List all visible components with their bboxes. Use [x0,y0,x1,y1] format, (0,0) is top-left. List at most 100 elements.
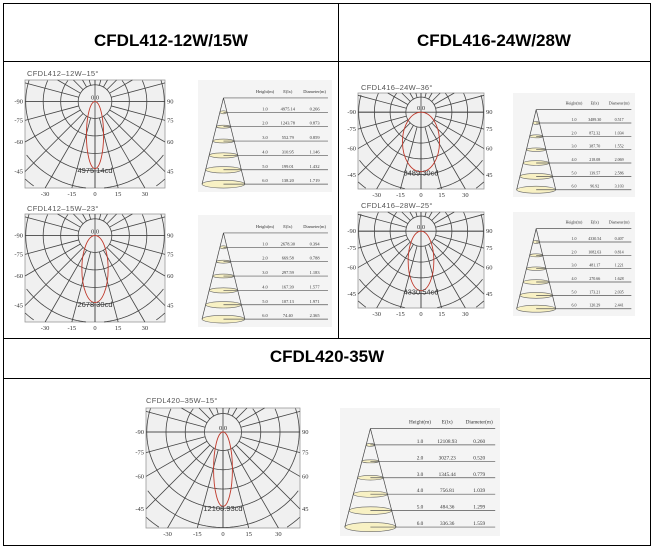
divider [4,61,650,62]
peak-intensity-label: 4975.14cd [77,166,112,175]
grid-ring [42,80,148,154]
column-header: Diameter(m) [303,224,326,229]
grid-spoke [401,92,411,102]
grid-spoke [73,79,84,91]
grid-spoke [435,94,485,109]
table-cell: 3.0 [571,263,576,268]
grid-spoke [98,79,102,86]
grid-ring [359,279,483,308]
grid-spoke [145,410,206,428]
table-cell: 2.365 [310,313,321,318]
column-header: Height(m) [256,224,275,229]
table-cell: 0.788 [310,256,321,261]
angle-label: -45 [135,506,144,513]
table-cell: 270.66 [589,276,600,281]
grid-spoke [24,105,79,121]
grid-spoke [435,234,485,249]
column-header: Diameter(m) [609,220,630,225]
column-header: Height(m) [409,418,431,425]
grid-ring [165,408,281,490]
angle-label: 75 [167,251,174,258]
table-cell: 3027.23 [439,455,456,461]
polar-diagram: 0.0 12108.93cd -90 90 -75 75 -60 60 -45 45 -30 -15 0… [135,407,309,538]
table-cell: 0.266 [310,106,321,111]
grid-spoke [208,407,215,417]
angle-label: -45 [347,172,356,179]
grid-spoke [103,213,108,222]
table-cell: 4.0 [262,149,268,154]
grid-spoke [109,79,133,94]
table-cell: 2.0 [417,455,424,461]
table-cell: 1.552 [615,144,624,149]
table-cell: 387.70 [589,144,600,149]
table-background [198,215,332,327]
grid-spoke [409,211,414,219]
divider [4,338,650,339]
table-cell: 5.0 [417,505,424,511]
table-cell: 0.779 [473,472,485,478]
column-header: Height(m) [566,220,583,225]
center-label: 0.0 [417,105,425,112]
grid-spoke [400,245,418,309]
beam-cone-edge [201,97,224,185]
table-cell: 2.0 [262,121,268,126]
grid-spoke [433,92,455,105]
angle-label: -75 [14,251,23,258]
table-cell: 1.0 [262,106,268,111]
grid-spoke [145,436,206,454]
grid-spoke [44,115,87,189]
polar-grid [145,407,301,529]
grid-spoke [57,79,81,94]
grid-spoke [109,109,166,143]
angle-label: 90 [302,429,309,436]
table-cell: 310.95 [282,149,295,154]
grid-spoke [238,440,301,477]
angle-label: 75 [486,126,493,133]
angle-label: -90 [347,109,356,116]
beam-cone-edge [201,232,224,320]
grid-ring [389,211,453,263]
column-header: E(lx) [591,101,600,106]
table-cell: 107.13 [282,299,295,304]
angle-label: 0 [419,311,422,318]
grid-spoke [24,216,79,232]
grid-spoke [44,249,87,323]
angle-label: -30 [163,531,172,538]
grid-spoke [428,211,433,219]
angle-label: -15 [68,325,77,332]
table-cell: 0.407 [615,236,624,241]
table-cell: 4.0 [571,157,576,162]
center-label: 0.0 [91,229,99,236]
grid-spoke [415,211,418,217]
grid-ring [26,288,164,323]
column-header: E(lx) [283,224,293,229]
polar-diagram: 0.0 3489.30cd -90 90 -75 75 -60 60 -45 45 -30 -15 0 1… [347,92,493,199]
table-cell: 167.39 [282,284,295,289]
table-cell: 3.0 [417,472,424,478]
grid-spoke [98,251,119,323]
angle-label: 0 [93,325,96,332]
angle-label: -15 [396,192,405,199]
grid-spoke [401,211,411,221]
table-cell: 552.79 [282,135,295,140]
angle-label: -75 [347,126,356,133]
grid-ring [145,516,301,528]
table-cell: 3.0 [262,135,268,140]
table-cell: 1.146 [310,149,321,154]
angle-label: -30 [41,191,50,198]
grid-spoke [428,125,466,190]
grid-spoke [216,407,219,415]
grid-spoke [111,239,166,255]
table-cell: 5.0 [262,299,268,304]
grid-spoke [433,119,485,149]
grid-spoke [71,251,92,323]
angle-label: -75 [135,450,144,457]
grid-spoke [433,211,455,224]
grid-spoke [357,213,407,228]
table-cell: 1.221 [615,263,624,268]
grid-ring [357,300,485,308]
angle-label: 30 [275,531,282,538]
grid-spoke [357,119,409,149]
beam-cone-edge [516,109,537,190]
angle-label: 0 [221,531,224,538]
